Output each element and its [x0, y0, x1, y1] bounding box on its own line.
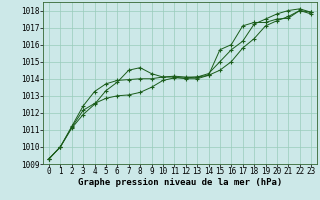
- X-axis label: Graphe pression niveau de la mer (hPa): Graphe pression niveau de la mer (hPa): [78, 178, 282, 187]
